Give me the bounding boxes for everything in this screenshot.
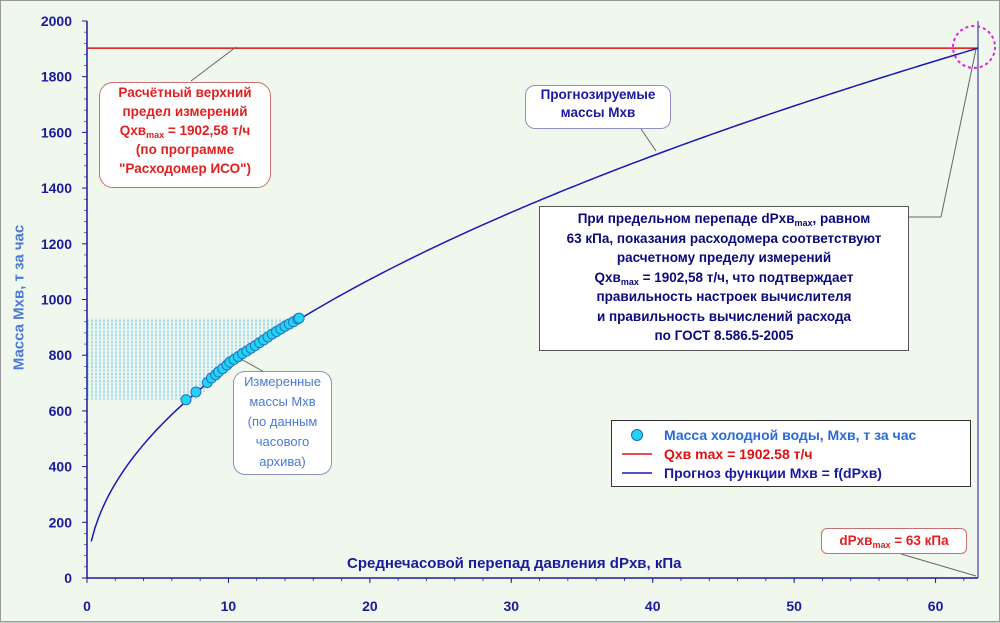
y-tick-label: 1200 (41, 236, 72, 252)
conclusion-line: расчетному пределу измерений (616, 250, 832, 265)
y-tick-label: 800 (49, 347, 73, 363)
conclusion-line: и правильность вычислений расхода (596, 308, 852, 324)
x-tick-label: 20 (362, 598, 378, 614)
dp-symbol: При предельном перепаде dPхв (577, 211, 795, 226)
legend-label: Qхв max = 1902.58 т/ч (664, 446, 813, 462)
y-tick-label: 1000 (41, 292, 72, 308)
conclusion-line: по ГОСТ 8.586.5-2005 (654, 328, 794, 343)
limit-annotation: Расчётный верхний предел измерений Qхвma… (99, 82, 271, 188)
y-tick-label: 1600 (41, 124, 72, 140)
limit-annotation-line: Расчётный верхний (118, 85, 252, 100)
legend-marker-limit (622, 444, 652, 464)
tick-labels: 0 10 20 30 40 50 60020040060080010001200140016… (41, 13, 944, 614)
measured-points (180, 312, 305, 406)
limit-annotation-line: предел измерений (122, 104, 248, 119)
x-tick-label: 40 (645, 598, 661, 614)
dp-subscript: max (872, 540, 891, 550)
leader-line (900, 553, 977, 577)
limit-intersection-marker (952, 25, 996, 69)
q-value: = 1902,58 т/ч (164, 123, 251, 138)
legend-entry-limit: Qхв max = 1902.58 т/ч (622, 444, 813, 464)
y-tick-label: 200 (49, 514, 73, 530)
dp-value: = 63 кПа (890, 533, 949, 548)
conclusion-annotation: При предельном перепаде dPхвmax, равном … (539, 206, 909, 351)
q-subscript: max (620, 276, 639, 287)
y-tick-label: 400 (49, 459, 73, 475)
measured-point (293, 312, 305, 324)
x-tick-label: 50 (786, 598, 802, 614)
legend: Масса холодной воды, Мхв, т за час Qхв m… (611, 420, 971, 487)
conclusion-line: правильность настроек вычислителя (596, 289, 852, 304)
x-tick-label: 10 (221, 598, 237, 614)
q-subscript: max (146, 130, 165, 140)
q-text: = 1902,58 т/ч, что подтверждает (638, 269, 854, 285)
x-tick-label: 60 (928, 598, 944, 614)
dp-text: , равном (812, 211, 871, 226)
y-tick-label: 1400 (41, 180, 72, 196)
y-tick-label: 2000 (41, 13, 72, 29)
dp-subscript: max (794, 218, 813, 228)
measured-range-hatch (87, 318, 298, 401)
leader-line (940, 48, 977, 218)
y-tick-label: 600 (49, 403, 73, 419)
dp-symbol: dPхв (839, 533, 873, 548)
legend-marker-forecast (622, 463, 652, 483)
y-axis-label: Масса Мхв, т за час (10, 224, 28, 371)
y-tick-label: 1800 (41, 69, 72, 85)
legend-label: Масса холодной воды, Мхв, т за час (664, 427, 917, 443)
limit-annotation-line: "Расходомер ИСО") (119, 161, 251, 176)
limit-annotation-line: Qхвmax = 1902,58 т/ч (100, 121, 270, 140)
measured-annotation-line: Измеренные (244, 374, 321, 389)
measured-annotation-line: массы Мхв (249, 394, 316, 409)
q-symbol: Qхв (119, 123, 147, 138)
axes (82, 20, 979, 583)
conclusion-line: При предельном перепаде dPхвmax, равном (540, 209, 908, 229)
y-tick-label: 0 (64, 570, 72, 586)
measured-point (190, 386, 202, 398)
dp-max-annotation: dPхвmax = 63 кПа (821, 528, 967, 554)
x-axis-label: Среднечасовой перепад давления dPхв, кПа (347, 555, 682, 572)
measured-point (180, 394, 192, 406)
limit-annotation-line: (по программе (135, 142, 235, 157)
x-tick-label: 30 (503, 598, 519, 614)
forecast-annotation: Прогнозируемые массы Мхв (525, 85, 671, 129)
conclusion-line: Qхвmax = 1902,58 т/ч, что подтверждает (540, 268, 908, 288)
measured-annotation-line: (по данным (247, 414, 318, 429)
measured-annotation: Измеренные массы Мхв (по данным часового… (233, 371, 332, 475)
legend-marker-measured (622, 425, 652, 445)
leader-lines (190, 46, 977, 577)
legend-label: Прогноз функции Мхв = f(dPхв) (664, 465, 882, 481)
forecast-annotation-line: массы Мхв (560, 105, 636, 120)
legend-entry-measured: Масса холодной воды, Мхв, т за час (622, 425, 916, 445)
measured-annotation-line: часового (255, 434, 310, 449)
leader-line (190, 46, 237, 82)
leader-line (240, 358, 267, 374)
x-tick-label: 0 (83, 598, 91, 614)
q-symbol: Qхв (594, 269, 621, 285)
legend-entry-forecast: Прогноз функции Мхв = f(dPхв) (622, 463, 882, 483)
conclusion-line: 63 кПа, показания расходомера соответств… (566, 230, 882, 246)
measured-annotation-line: архива) (259, 454, 306, 469)
leader-line (640, 128, 657, 152)
forecast-annotation-line: Прогнозируемые (540, 87, 656, 102)
